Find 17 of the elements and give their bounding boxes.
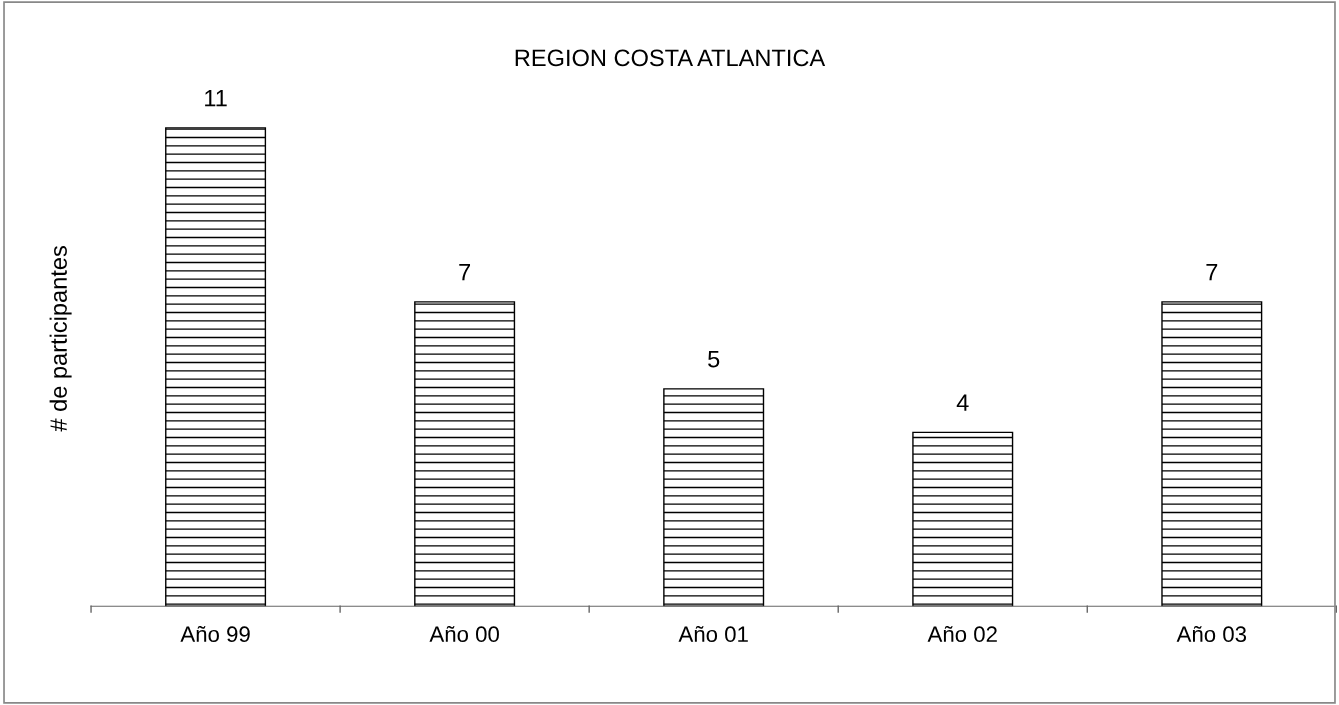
x-tick-label: Año 00 xyxy=(429,625,499,643)
data-label: 7 xyxy=(1206,264,1218,281)
data-label: 4 xyxy=(956,394,969,411)
data-label: 11 xyxy=(205,90,227,107)
y-axis-title: # de participantes xyxy=(49,246,72,432)
x-tick-label: Año 01 xyxy=(678,625,748,643)
data-label: 7 xyxy=(459,264,471,281)
bar xyxy=(663,388,765,607)
bar xyxy=(912,431,1014,607)
bar xyxy=(165,127,267,607)
x-tick-label: Año 99 xyxy=(180,625,250,643)
bar xyxy=(414,301,516,607)
x-tick-label: Año 03 xyxy=(1176,625,1247,643)
x-tick-label: Año 02 xyxy=(927,625,997,643)
data-label: 5 xyxy=(708,351,720,368)
bar xyxy=(1161,301,1263,607)
chart-title: REGION COSTA ATLANTICA xyxy=(515,49,826,67)
